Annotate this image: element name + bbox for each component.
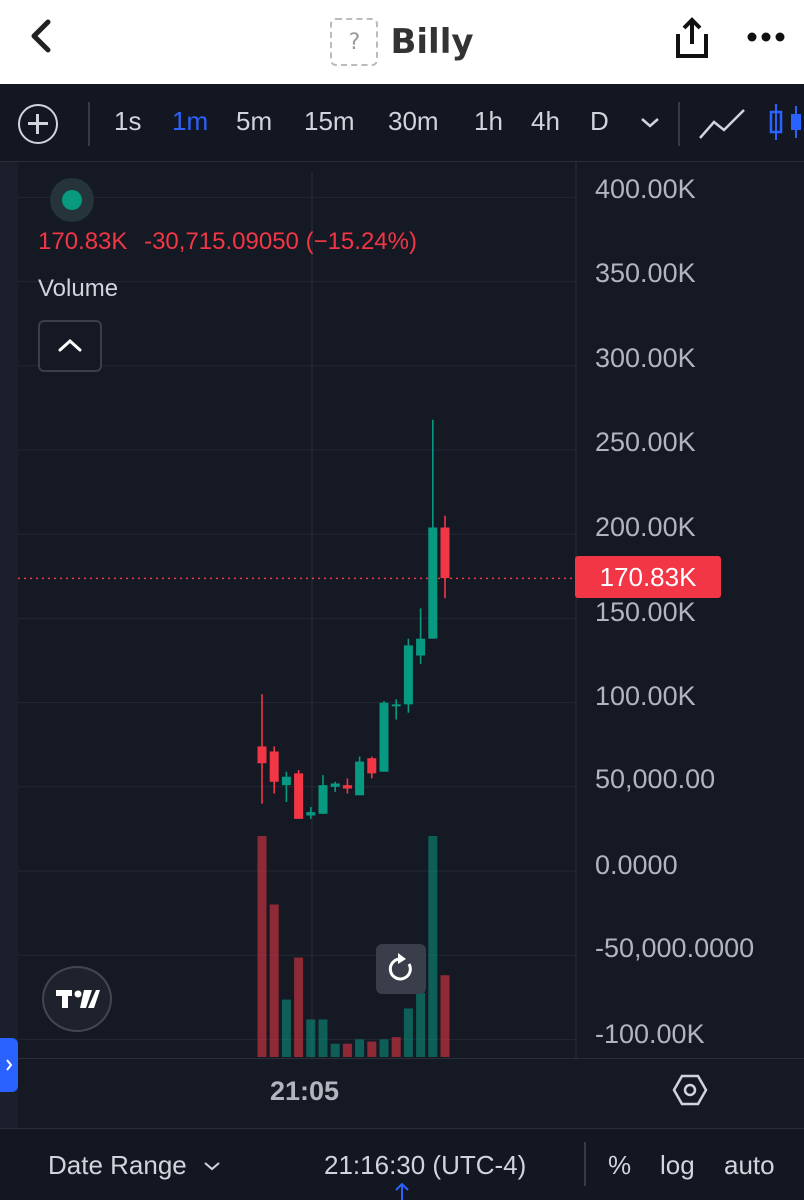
time-axis[interactable] [18,1058,804,1128]
refresh-icon [388,953,412,981]
volume-bar [269,904,279,1057]
chevron-down-icon[interactable] [638,112,662,132]
volume-bar [428,836,438,1057]
price-axis-label: 100.00K [595,681,696,711]
price-axis-label: 50,000.00 [595,764,716,794]
candle-body [403,645,413,705]
price-legend: 170.83K -30,715.09050 (−15.24%) [38,228,417,256]
candle-body [342,785,352,789]
candle-body [306,812,316,816]
price-axis-label: 0.0000 [595,850,678,880]
price-axis-label: -100.00K [595,1019,705,1049]
log-toggle[interactable]: log [660,1150,695,1180]
volume-bar [379,1039,389,1057]
line-chart-icon[interactable] [698,106,746,142]
price-axis-label: 350.00K [595,258,696,288]
candle-body [379,702,389,772]
volume-bar [355,1039,365,1057]
volume-bar [294,957,304,1057]
candle-body [257,746,267,764]
collapse-legend-button[interactable] [38,320,102,372]
status-dot-icon [50,178,94,222]
volume-bar [416,992,426,1057]
timeframe-30m[interactable]: 30m [388,106,439,136]
arrow-up-icon [395,1182,409,1200]
volume-bar [391,1037,401,1057]
timeframe-4h[interactable]: 4h [531,106,560,136]
clock-timezone[interactable]: 21:16:30 (UTC-4) [324,1150,527,1180]
candle-body [269,751,279,782]
more-horizontal-icon[interactable] [746,22,786,52]
volume-bar [306,1019,316,1057]
candle-body [355,761,365,796]
candle-body [428,527,438,639]
timeframe-1s[interactable]: 1s [114,106,142,136]
page-title: Billy [390,22,474,62]
timeframe-5m[interactable]: 5m [236,106,273,136]
price-axis-label: -50,000.0000 [595,933,755,963]
chevron-up-icon [58,338,82,352]
volume-bar [403,1008,413,1057]
volume-bar [330,1043,340,1057]
price-axis-label: 150.00K [595,597,696,627]
candle-body [391,704,401,707]
candlestick-icon[interactable] [768,102,804,142]
toolbar-divider [678,102,680,146]
add-indicator-icon[interactable] [18,104,58,144]
legend-change: -30,715.09050 [144,228,299,255]
candle-body [281,776,291,786]
price-axis-label: 250.00K [595,427,696,457]
volume-bar [281,999,291,1057]
candle-body [367,758,377,774]
timeframe-15m[interactable]: 15m [304,106,355,136]
chart-canvas[interactable] [0,0,804,1128]
candle-body [330,783,340,787]
volume-bar [318,1019,328,1057]
token-placeholder-icon: ? [330,18,379,66]
chevron-down-icon [204,1162,220,1171]
percent-toggle[interactable]: % [608,1150,632,1180]
reset-chart-button[interactable] [376,944,426,994]
timeframe-toolbar: 1s 1m 5m 15m 30m 1h 4h D [0,84,804,162]
token-title: ? Billy [330,18,474,66]
date-range-button[interactable]: Date Range [48,1150,222,1181]
candle-body [416,638,426,656]
current-price-tag: 170.83K [575,556,721,598]
legend-value: 170.83K [38,228,128,255]
volume-bar [440,975,450,1057]
auto-toggle[interactable]: auto [724,1150,775,1180]
chevron-right-icon [6,1059,13,1071]
timeframe-d[interactable]: D [590,106,609,136]
side-panel-toggle[interactable] [0,1038,18,1092]
settings-hexagon-icon[interactable] [672,1072,708,1108]
timeframe-1h[interactable]: 1h [474,106,503,136]
price-axis-label: 400.00K [595,174,696,204]
volume-bar [257,836,267,1057]
candle-body [294,773,304,819]
candle-body [440,527,450,579]
toolbar-divider [88,102,90,146]
share-icon[interactable] [672,14,712,62]
date-range-label: Date Range [48,1150,187,1180]
app-header: ? Billy [0,0,804,84]
price-axis-label: 200.00K [595,512,696,542]
time-axis-label: 21:05 [270,1076,340,1106]
volume-bar [342,1043,352,1057]
volume-label: Volume [38,275,119,302]
tradingview-logo-icon[interactable] [42,966,112,1032]
chevron-left-icon[interactable] [24,14,60,58]
candle-body [318,785,328,814]
legend-change-pct: (−15.24%) [305,228,417,255]
bottom-divider [584,1142,586,1186]
volume-bar [367,1041,377,1057]
price-axis-label: 300.00K [595,343,696,373]
timeframe-1m[interactable]: 1m [172,106,209,136]
